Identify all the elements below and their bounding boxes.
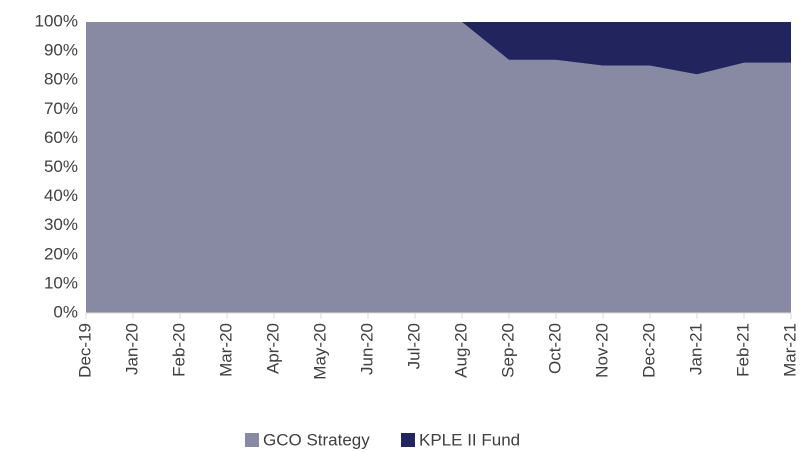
y-tick-label: 0% (53, 302, 78, 321)
y-tick-label: 70% (44, 99, 78, 118)
y-tick-label: 20% (44, 244, 78, 263)
x-tick-label: Jun-20 (357, 323, 376, 375)
y-tick-label: 10% (44, 273, 78, 292)
y-tick-label: 100% (35, 11, 78, 30)
x-tick-label: Dec-20 (639, 323, 658, 378)
legend-swatch (401, 433, 415, 447)
y-tick-label: 60% (44, 128, 78, 147)
x-tick-label: Feb-20 (169, 323, 188, 377)
area (86, 22, 791, 313)
x-tick-label: Feb-21 (733, 323, 752, 377)
x-tick-label: Apr-20 (263, 323, 282, 374)
x-tick-label: Jul-20 (404, 323, 423, 369)
x-tick-label: Jan-21 (686, 323, 705, 375)
y-tick-label: 30% (44, 215, 78, 234)
x-tick-label: Mar-21 (780, 323, 799, 377)
x-tick-label: Mar-20 (216, 323, 235, 377)
legend-label: GCO Strategy (263, 430, 370, 449)
y-tick-label: 50% (44, 157, 78, 176)
y-tick-label: 90% (44, 41, 78, 60)
x-tick-label: Aug-20 (451, 323, 470, 378)
x-tick-label: Dec-19 (75, 323, 94, 378)
legend-swatch (245, 433, 259, 447)
x-tick-label: May-20 (310, 323, 329, 380)
y-tick-label: 40% (44, 186, 78, 205)
area (86, 22, 791, 75)
y-tick-label: 80% (44, 70, 78, 89)
x-tick-label: Sep-20 (498, 323, 517, 378)
legend-label: KPLE II Fund (419, 430, 520, 449)
x-tick-label: Jan-20 (122, 323, 141, 375)
x-tick-label: Oct-20 (545, 323, 564, 374)
x-tick-label: Nov-20 (592, 323, 611, 378)
